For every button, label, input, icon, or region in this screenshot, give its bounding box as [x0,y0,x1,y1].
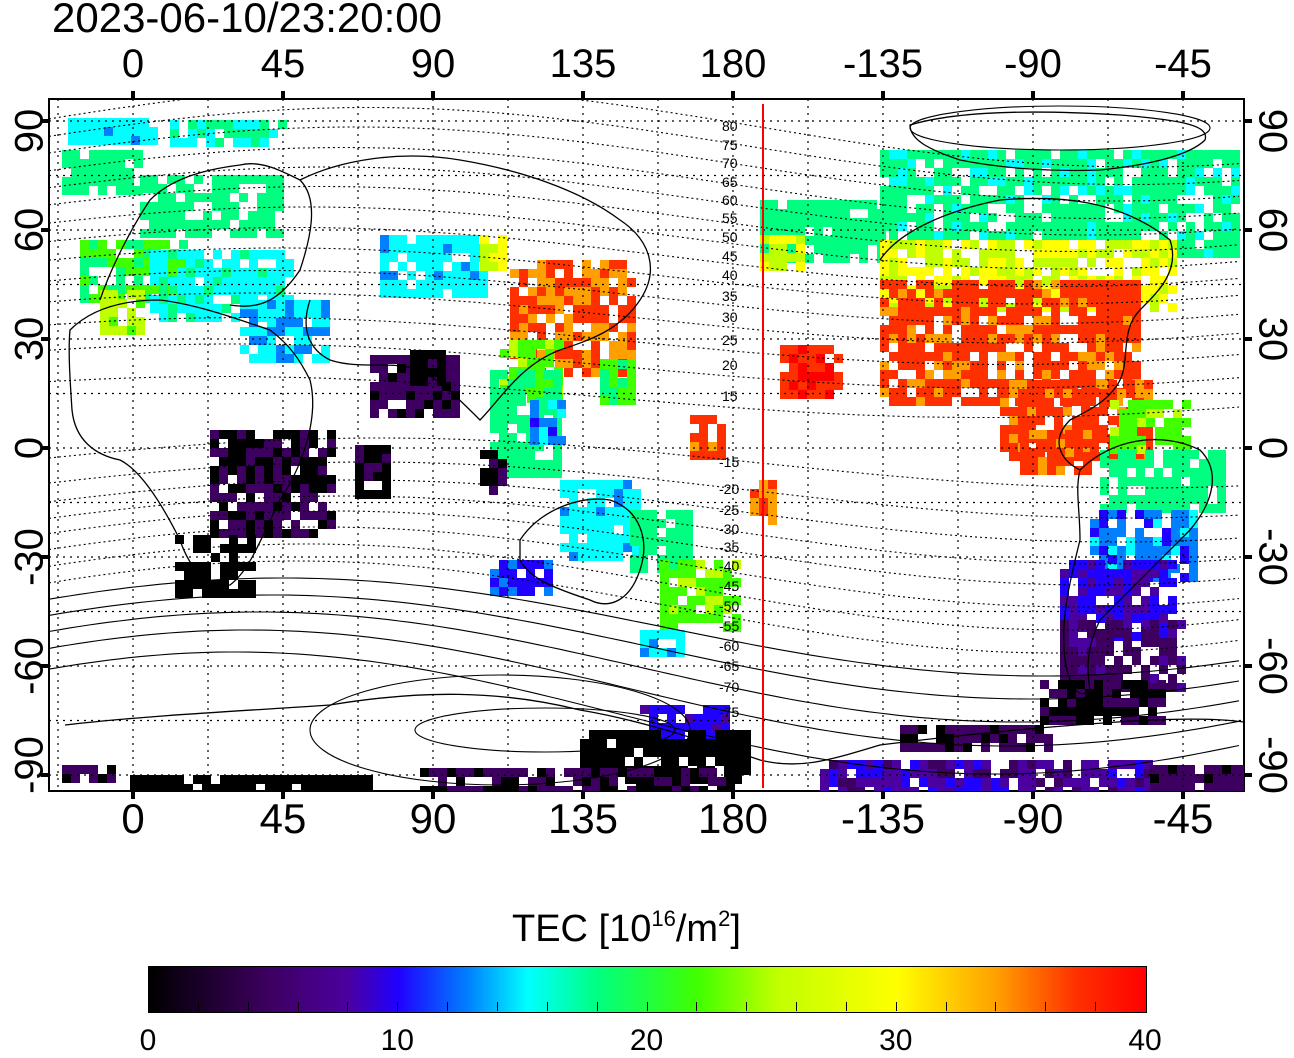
contour-label: 20 [722,357,738,373]
colorbar-minor-tick [1095,1002,1096,1011]
contour-label: -70 [719,679,739,695]
bottom-lon-label: -135 [841,795,925,843]
contour-label: 75 [722,137,738,153]
colorbar-minor-tick [896,1002,897,1011]
left-lat-label: -30 [8,528,53,586]
colorbar-minor-tick [547,1002,548,1011]
right-lat-label: 60 [1250,208,1294,253]
contour-label: 80 [722,118,738,134]
contour-label: 45 [722,248,738,264]
contour-label: 70 [722,155,738,171]
right-lat-label: -90 [1250,736,1294,794]
top-lon-label: -45 [1154,42,1212,87]
contour-label: -55 [719,618,739,634]
colorbar-minor-tick [696,1002,697,1011]
colorbar-minor-tick [298,1002,299,1011]
colorbar-minor-tick [995,1002,996,1011]
colorbar-minor-tick [248,1002,249,1011]
contour-label: -75 [719,704,739,720]
contour-label: -25 [719,502,739,518]
contour-label: 40 [722,267,738,283]
left-lat-label: 30 [8,317,53,362]
left-lat-label: -90 [8,736,53,794]
left-lat-label: 0 [8,437,53,459]
colorbar-minor-tick [1045,1002,1046,1011]
colorbar-tick-label: 40 [1128,1024,1161,1058]
colorbar-minor-tick [198,1002,199,1011]
left-lat-label: 60 [8,208,53,253]
colorbar-minor-tick [497,1002,498,1011]
contour-label: -20 [719,481,739,497]
top-lon-label: 180 [700,42,767,87]
top-lon-label: 90 [411,42,456,87]
colorbar-minor-tick [597,1002,598,1011]
contour-label: -40 [719,558,739,574]
bottom-lon-label: 45 [260,795,307,843]
contour-label: 25 [722,332,738,348]
bottom-lon-label: -45 [1153,795,1214,843]
colorbar-minor-tick [946,1002,947,1011]
colorbar-tick-label: 0 [140,1024,157,1058]
colorbar-tick-label: 20 [630,1024,663,1058]
top-lon-label: 45 [261,42,306,87]
bottom-lon-label: 90 [410,795,457,843]
bottom-lon-label: 135 [548,795,618,843]
top-lon-label: -135 [843,42,923,87]
colorbar-minor-tick [447,1002,448,1011]
contour-label: 35 [722,288,738,304]
contour-label: 30 [722,309,738,325]
contour-label: 65 [722,174,738,190]
contour-label: -50 [719,598,739,614]
colorbar-minor-tick [647,1002,648,1011]
colorbar-minor-tick [347,1002,348,1011]
contour-label: -15 [719,454,739,470]
left-lat-label: -60 [8,637,53,695]
bottom-lon-label: -90 [1003,795,1064,843]
contour-label: -35 [719,539,739,555]
colorbar-minor-tick [397,1002,398,1011]
contour-label: -65 [719,658,739,674]
top-lon-label: 0 [122,42,144,87]
timestamp-title: 2023-06-10/23:20:00 [52,0,442,42]
contour-label: 50 [722,229,738,245]
colorbar-minor-tick [796,1002,797,1011]
colorbar-tick-label: 30 [879,1024,912,1058]
contour-label: -45 [719,578,739,594]
contour-label: 15 [722,388,738,404]
colorbar-minor-tick [846,1002,847,1011]
colorbar-title: TEC [1016/m2] [512,908,741,951]
contour-label: 55 [722,210,738,226]
contour-label: 60 [722,192,738,208]
right-lat-label: 30 [1250,317,1294,362]
contour-label: -30 [719,521,739,537]
right-lat-label: -30 [1250,528,1294,586]
right-lat-label: 0 [1250,437,1294,459]
bottom-lon-label: 180 [698,795,768,843]
left-lat-label: 90 [8,109,53,154]
top-lon-label: -90 [1004,42,1062,87]
colorbar-tick-label: 10 [381,1024,414,1058]
right-lat-label: -60 [1250,637,1294,695]
bottom-lon-label: 0 [121,795,144,843]
top-lon-label: 135 [550,42,617,87]
contour-label: -60 [719,638,739,654]
right-lat-label: 90 [1250,109,1294,154]
colorbar-minor-tick [746,1002,747,1011]
